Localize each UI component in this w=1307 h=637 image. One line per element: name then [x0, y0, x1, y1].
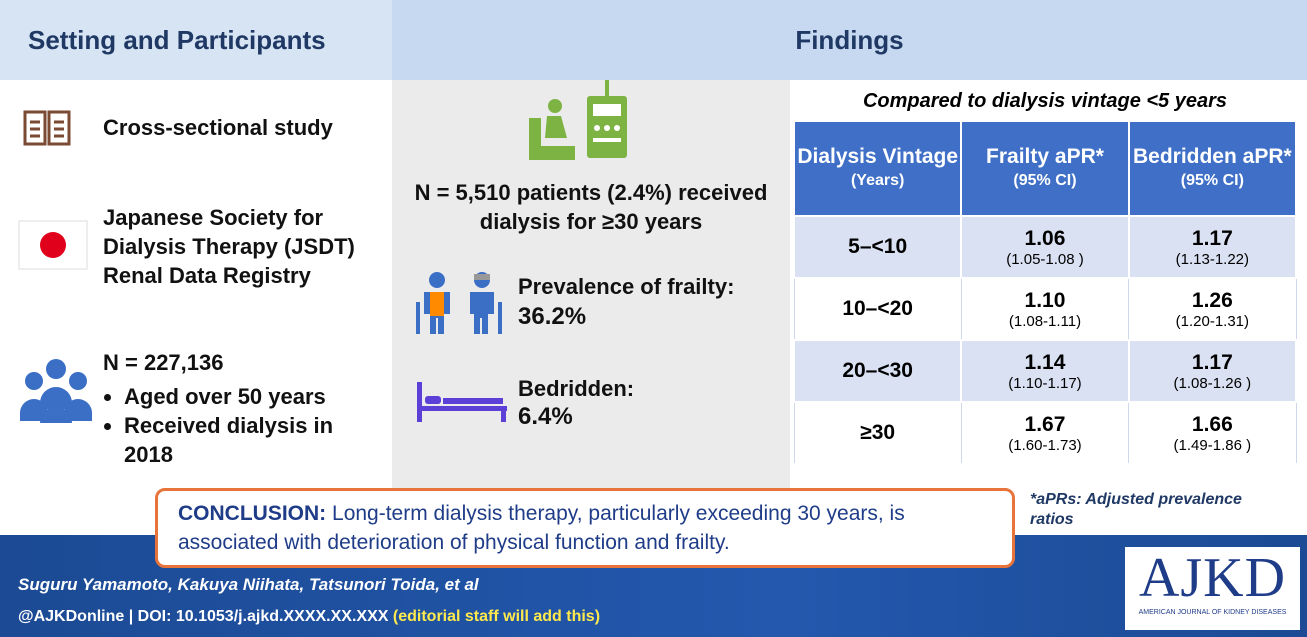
- column-title: Bedridden aPR*: [1133, 145, 1292, 168]
- dialysis-icon: [525, 78, 645, 163]
- criterion: Aged over 50 years: [124, 382, 354, 411]
- conclusion-box: CONCLUSION: Long-term dialysis therapy, …: [155, 488, 1015, 568]
- bedridden-apr: 1.26: [1129, 289, 1295, 313]
- column-sub: (Years): [795, 169, 960, 193]
- frailty-ci: (1.60-1.73): [962, 437, 1128, 454]
- column-header: Frailty aPR*(95% CI): [961, 121, 1128, 216]
- frailty-ci: (1.10-1.17): [962, 375, 1127, 392]
- frailty-apr: 1.14: [962, 351, 1127, 375]
- frailty-cell: 1.67(1.60-1.73): [961, 402, 1128, 464]
- left-title: Setting and Participants: [28, 25, 326, 56]
- frailty-apr: 1.67: [962, 413, 1128, 437]
- visual-abstract: Setting and Participants Findings Cross-…: [0, 0, 1307, 637]
- table-caption: Compared to dialysis vintage <5 years: [793, 90, 1297, 113]
- doi-line: @AJKDonline | DOI: 10.1053/j.ajkd.XXXX.X…: [18, 608, 600, 626]
- bedridden-cell: 1.17(1.08-1.26 ): [1129, 340, 1296, 402]
- column-header: Dialysis Vintage(Years): [794, 121, 961, 216]
- right-title: Findings: [795, 25, 903, 56]
- header-row: Dialysis Vintage(Years)Frailty aPR*(95% …: [794, 121, 1296, 216]
- bedridden-ci: (1.08-1.26 ): [1130, 375, 1295, 392]
- elderly-icon: [412, 268, 507, 336]
- bedridden-apr: 1.17: [1130, 227, 1295, 251]
- bedridden-ci: (1.20-1.31): [1129, 313, 1295, 330]
- footnote: *aPRs: Adjusted prevalence ratios: [1030, 490, 1280, 530]
- frailty-ci: (1.08-1.11): [962, 313, 1128, 330]
- right-header: Findings: [392, 0, 1307, 80]
- book-icon: [22, 108, 72, 148]
- conclusion-label: CONCLUSION:: [178, 502, 326, 525]
- vintage: 10–<20: [794, 278, 961, 340]
- bedridden-value: 6.4%: [518, 402, 573, 431]
- cohort: N = 5,510 patients (2.4%) received dialy…: [400, 178, 782, 236]
- authors: Suguru Yamamoto, Kakuya Niihata, Tatsuno…: [18, 575, 479, 595]
- bedridden-label: Bedridden:: [518, 374, 634, 403]
- frailty-cell: 1.06(1.05-1.08 ): [961, 216, 1128, 278]
- bedridden-apr: 1.17: [1130, 351, 1295, 375]
- logo: AJKD AMERICAN JOURNAL OF KIDNEY DISEASES: [1125, 547, 1300, 630]
- vintage: ≥30: [794, 402, 961, 464]
- bedridden-ci: (1.49-1.86 ): [1129, 437, 1295, 454]
- doi: @AJKDonline | DOI: 10.1053/j.ajkd.XXXX.X…: [18, 608, 388, 625]
- logo-subtitle: AMERICAN JOURNAL OF KIDNEY DISEASES: [1125, 609, 1300, 616]
- frailty-apr: 1.06: [962, 227, 1127, 251]
- japan-flag: [18, 220, 88, 270]
- results-table: Dialysis Vintage(Years)Frailty aPR*(95% …: [793, 120, 1297, 465]
- column-header: Bedridden aPR*(95% CI): [1129, 121, 1296, 216]
- criteria-list: Aged over 50 years Received dialysis in …: [104, 382, 354, 469]
- population: N = 227,136: [103, 348, 223, 377]
- bedridden-cell: 1.26(1.20-1.31): [1129, 278, 1296, 340]
- frailty-ci: (1.05-1.08 ): [962, 251, 1127, 268]
- bed-icon: [415, 380, 510, 425]
- column-sub: (95% CI): [1130, 169, 1295, 193]
- left-header: Setting and Participants: [0, 0, 392, 80]
- frailty-value: 36.2%: [518, 302, 586, 331]
- criterion: Received dialysis in 2018: [124, 411, 354, 469]
- frailty-cell: 1.10(1.08-1.11): [961, 278, 1128, 340]
- vintage: 20–<30: [794, 340, 961, 402]
- column-sub: (95% CI): [962, 169, 1127, 193]
- bedridden-cell: 1.17(1.13-1.22): [1129, 216, 1296, 278]
- doi-note: (editorial staff will add this): [393, 608, 600, 625]
- frailty-cell: 1.14(1.10-1.17): [961, 340, 1128, 402]
- frailty-apr: 1.10: [962, 289, 1128, 313]
- people-icon: [16, 355, 96, 425]
- bedridden-ci: (1.13-1.22): [1130, 251, 1295, 268]
- study-design: Cross-sectional study: [103, 113, 333, 142]
- logo-name: AJKD: [1125, 547, 1300, 609]
- bedridden-cell: 1.66(1.49-1.86 ): [1129, 402, 1296, 464]
- frailty-label: Prevalence of frailty:: [518, 272, 734, 301]
- column-title: Dialysis Vintage: [797, 145, 958, 168]
- bedridden-apr: 1.66: [1129, 413, 1295, 437]
- registry: Japanese Society for Dialysis Therapy (J…: [103, 203, 393, 290]
- vintage: 5–<10: [794, 216, 961, 278]
- column-title: Frailty aPR*: [986, 145, 1104, 168]
